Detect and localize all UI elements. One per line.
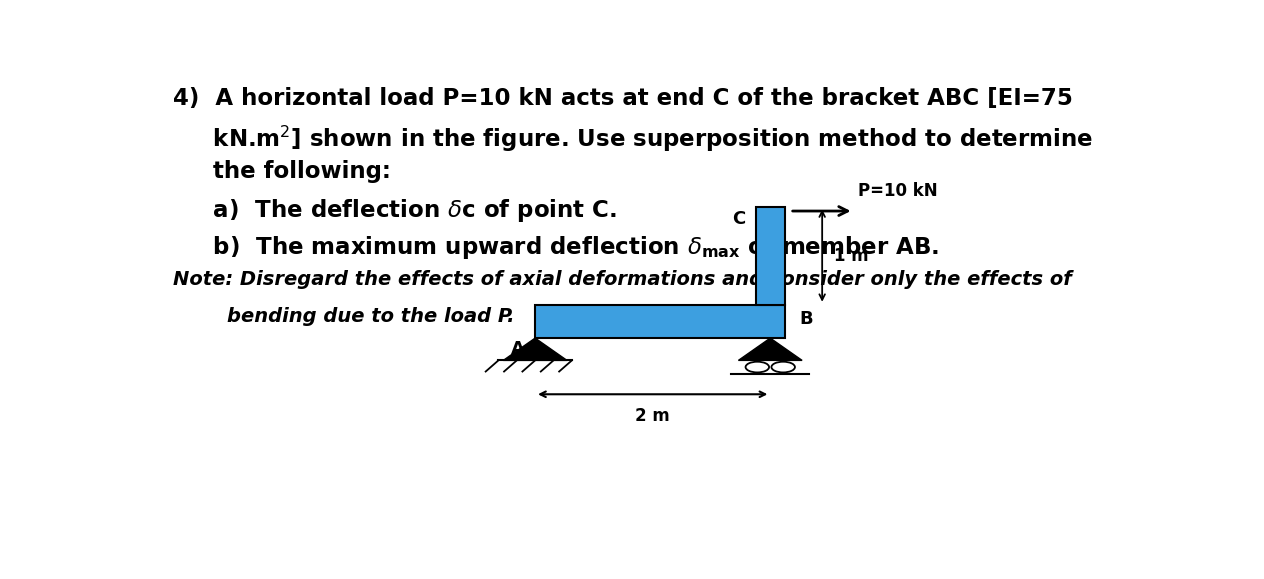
Bar bbox=[535, 305, 785, 338]
Circle shape bbox=[771, 362, 795, 372]
Text: b)  The maximum upward deflection $\delta_\mathregular{max}$ of member AB.: b) The maximum upward deflection $\delta… bbox=[173, 233, 939, 261]
Text: B: B bbox=[800, 310, 813, 328]
Text: kN.m$^2$] shown in the figure. Use superposition method to determine: kN.m$^2$] shown in the figure. Use super… bbox=[173, 124, 1093, 154]
Text: a)  The deflection $\delta$c of point C.: a) The deflection $\delta$c of point C. bbox=[173, 197, 617, 224]
Polygon shape bbox=[503, 338, 568, 360]
Text: C: C bbox=[733, 210, 746, 228]
Text: A: A bbox=[511, 340, 525, 358]
Bar bbox=[756, 207, 785, 305]
Text: Note: Disregard the effects of axial deformations and consider only the effects : Note: Disregard the effects of axial def… bbox=[173, 270, 1072, 289]
Text: 1 m: 1 m bbox=[834, 247, 868, 265]
Text: the following:: the following: bbox=[173, 160, 391, 184]
Text: 4)  A horizontal load P=10 kN acts at end C of the bracket ABC [EI=75: 4) A horizontal load P=10 kN acts at end… bbox=[173, 87, 1073, 111]
Text: 2 m: 2 m bbox=[636, 407, 670, 425]
Polygon shape bbox=[738, 338, 803, 360]
Text: bending due to the load P.: bending due to the load P. bbox=[173, 307, 514, 325]
Circle shape bbox=[746, 362, 769, 372]
Text: P=10 kN: P=10 kN bbox=[858, 182, 938, 200]
